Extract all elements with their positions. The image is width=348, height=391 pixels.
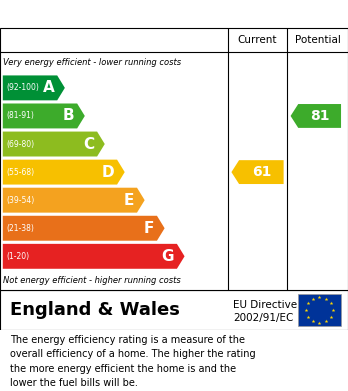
Text: (1-20): (1-20): [6, 252, 29, 261]
Polygon shape: [3, 160, 125, 185]
Text: EU Directive: EU Directive: [233, 300, 297, 310]
Polygon shape: [291, 104, 341, 128]
Text: E: E: [124, 193, 134, 208]
Polygon shape: [3, 75, 65, 100]
Text: F: F: [144, 221, 154, 236]
Polygon shape: [3, 216, 165, 241]
Text: 81: 81: [310, 109, 330, 123]
Text: Current: Current: [238, 35, 277, 45]
Text: Energy Efficiency Rating: Energy Efficiency Rating: [10, 7, 220, 22]
Text: Potential: Potential: [295, 35, 340, 45]
Text: (69-80): (69-80): [6, 140, 34, 149]
Text: Very energy efficient - lower running costs: Very energy efficient - lower running co…: [3, 58, 182, 67]
Text: (55-68): (55-68): [6, 168, 34, 177]
Bar: [298, 294, 341, 326]
Polygon shape: [3, 104, 85, 128]
Polygon shape: [3, 188, 145, 213]
Text: 2002/91/EC: 2002/91/EC: [233, 313, 293, 323]
Polygon shape: [231, 160, 284, 184]
Polygon shape: [3, 244, 184, 269]
Text: England & Wales: England & Wales: [10, 301, 180, 319]
Text: D: D: [102, 165, 114, 179]
Text: The energy efficiency rating is a measure of the
overall efficiency of a home. T: The energy efficiency rating is a measur…: [10, 335, 256, 388]
Polygon shape: [3, 131, 105, 156]
Text: (92-100): (92-100): [6, 83, 39, 92]
Text: C: C: [83, 136, 94, 152]
Text: (21-38): (21-38): [6, 224, 34, 233]
Text: 61: 61: [252, 165, 271, 179]
Text: A: A: [43, 81, 54, 95]
Text: B: B: [63, 108, 74, 124]
Text: (39-54): (39-54): [6, 196, 34, 204]
Text: Not energy efficient - higher running costs: Not energy efficient - higher running co…: [3, 276, 181, 285]
Text: G: G: [161, 249, 174, 264]
Text: (81-91): (81-91): [6, 111, 34, 120]
